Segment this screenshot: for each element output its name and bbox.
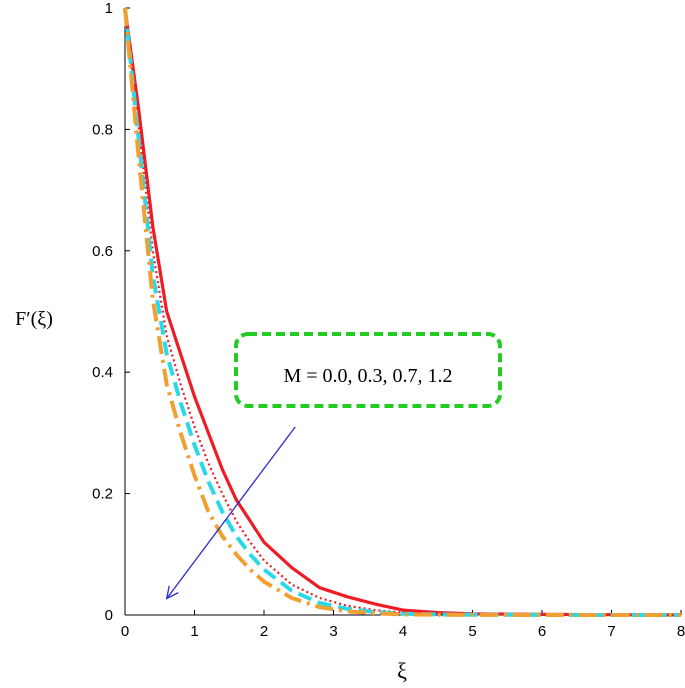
x-tick-label: 5 bbox=[468, 623, 476, 640]
x-tick-label: 6 bbox=[538, 623, 546, 640]
x-tick-label: 2 bbox=[260, 623, 268, 640]
axes bbox=[124, 8, 681, 616]
y-axis-ticks: 0 0.2 0.4 0.6 0.8 1 bbox=[92, 0, 130, 624]
y-tick-label: 0.4 bbox=[92, 364, 113, 381]
annotation: M = 0.0, 0.3, 0.7, 1.2 bbox=[165, 332, 502, 600]
x-tick-label: 4 bbox=[399, 623, 407, 640]
annotation-arrow bbox=[166, 426, 296, 600]
y-tick-label: 0.2 bbox=[92, 486, 113, 503]
x-axis-ticks: 0 1 2 3 4 5 6 7 8 bbox=[121, 610, 685, 640]
series-line-4 bbox=[123, 7, 681, 617]
annotation-box bbox=[234, 332, 502, 408]
x-tick-label: 8 bbox=[677, 623, 685, 640]
series-line-3 bbox=[123, 7, 681, 617]
y-tick-label: 0.6 bbox=[92, 243, 113, 260]
x-tick-label: 7 bbox=[607, 623, 615, 640]
annotation-arrow-head bbox=[165, 585, 179, 600]
x-tick-label: 3 bbox=[329, 623, 337, 640]
series-line-1 bbox=[123, 7, 682, 617]
x-tick-label: 1 bbox=[190, 623, 198, 640]
y-tick-label: 0.8 bbox=[92, 121, 113, 138]
series-line-2 bbox=[123, 7, 682, 617]
y-tick-label: 0 bbox=[105, 607, 113, 624]
annotation-text: M = 0.0, 0.3, 0.7, 1.2 bbox=[283, 365, 452, 387]
x-axis-title: ξ bbox=[397, 658, 407, 683]
y-axis-title: F′(ξ) bbox=[15, 308, 53, 330]
y-tick-label: 1 bbox=[105, 0, 113, 17]
x-tick-label: 0 bbox=[121, 623, 129, 640]
series-lines bbox=[123, 7, 682, 617]
